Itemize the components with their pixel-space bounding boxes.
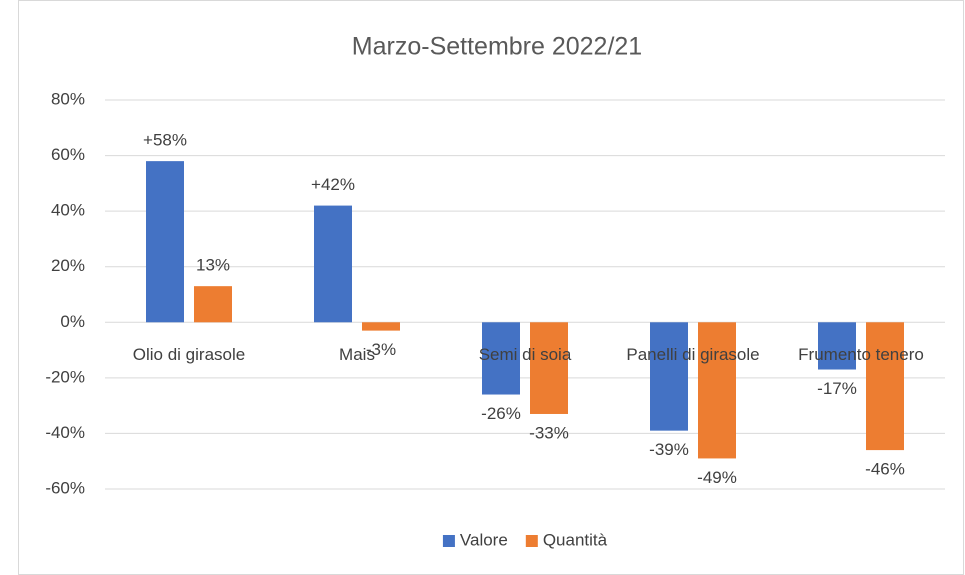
y-tick-label: -40% [45, 423, 85, 442]
x-tick-label: Olio di girasole [133, 345, 245, 364]
data-label: -39% [649, 440, 689, 459]
x-tick-label: Semi di soia [479, 345, 572, 364]
y-tick-label: 0% [60, 312, 85, 331]
bar [314, 205, 352, 323]
legend-label: Valore [460, 530, 508, 549]
bar [818, 322, 856, 370]
bar [146, 161, 184, 323]
x-tick-label: Panelli di girasole [626, 345, 759, 364]
data-label: 13% [196, 256, 230, 275]
bar [866, 322, 904, 451]
chart-title: Marzo-Settembre 2022/21 [352, 33, 642, 61]
data-label: +58% [143, 131, 187, 150]
y-tick-label: -20% [45, 367, 85, 386]
y-tick-label: 80% [51, 89, 85, 108]
data-label: -49% [697, 468, 737, 487]
y-tick-label: -60% [45, 478, 85, 497]
legend-swatch [525, 535, 538, 547]
y-tick-label: 40% [51, 201, 85, 220]
data-label: -3% [366, 340, 396, 359]
data-label: -46% [865, 460, 905, 479]
y-tick-label: 20% [51, 256, 85, 275]
x-tick-label: Frumento tenero [798, 345, 924, 364]
bar [362, 322, 400, 331]
x-tick-label: Mais [339, 345, 375, 364]
legend-label: Quantità [543, 530, 608, 549]
bar [530, 322, 568, 414]
bar [482, 322, 520, 395]
y-tick-label: 60% [51, 145, 85, 164]
data-label: +42% [311, 175, 355, 194]
legend-swatch [442, 535, 455, 547]
bar [698, 322, 736, 459]
bar [194, 286, 232, 323]
data-label: -33% [529, 423, 569, 442]
data-label: -17% [817, 379, 857, 398]
bar [650, 322, 688, 431]
data-label: -26% [481, 404, 521, 423]
